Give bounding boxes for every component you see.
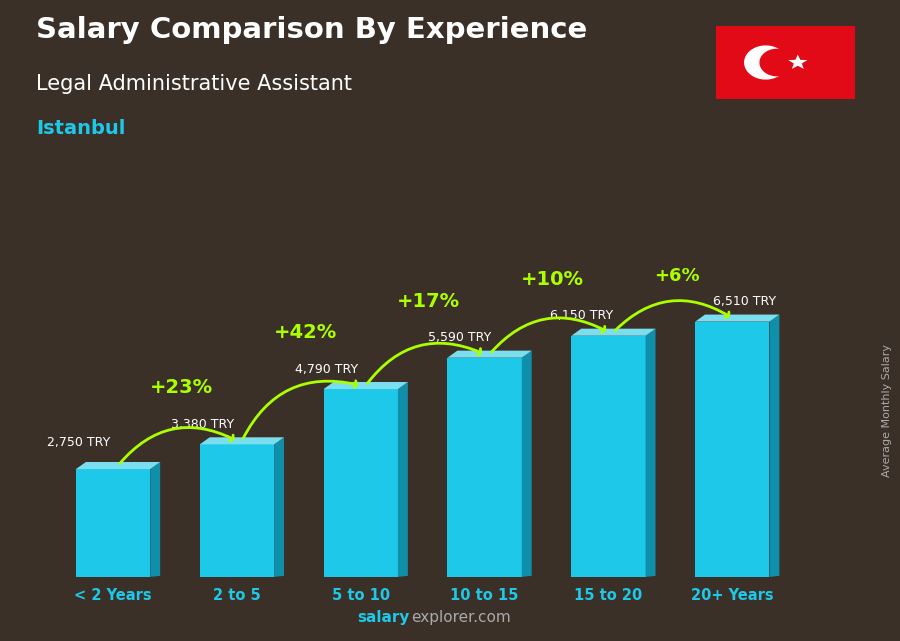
Polygon shape bbox=[695, 322, 770, 577]
Text: Salary Comparison By Experience: Salary Comparison By Experience bbox=[36, 16, 587, 44]
Polygon shape bbox=[447, 358, 522, 577]
Polygon shape bbox=[274, 437, 284, 577]
Polygon shape bbox=[76, 462, 160, 469]
Text: 6,150 TRY: 6,150 TRY bbox=[550, 310, 613, 322]
Polygon shape bbox=[200, 444, 274, 577]
Polygon shape bbox=[572, 329, 655, 336]
Polygon shape bbox=[200, 437, 284, 444]
Text: 5,590 TRY: 5,590 TRY bbox=[428, 331, 491, 344]
Text: 4,790 TRY: 4,790 TRY bbox=[294, 363, 357, 376]
Text: Legal Administrative Assistant: Legal Administrative Assistant bbox=[36, 74, 352, 94]
Polygon shape bbox=[150, 462, 160, 577]
Polygon shape bbox=[645, 329, 655, 577]
Polygon shape bbox=[572, 336, 645, 577]
Text: +42%: +42% bbox=[274, 323, 337, 342]
Polygon shape bbox=[788, 54, 807, 69]
Text: +6%: +6% bbox=[653, 267, 699, 285]
Text: +10%: +10% bbox=[521, 270, 584, 289]
Polygon shape bbox=[447, 351, 532, 358]
Text: Average Monthly Salary: Average Monthly Salary bbox=[881, 344, 892, 477]
Text: +23%: +23% bbox=[149, 378, 212, 397]
Text: +17%: +17% bbox=[397, 292, 461, 311]
Polygon shape bbox=[695, 315, 779, 322]
Polygon shape bbox=[398, 382, 408, 577]
Polygon shape bbox=[324, 382, 408, 389]
Polygon shape bbox=[522, 351, 532, 577]
Text: 6,510 TRY: 6,510 TRY bbox=[713, 296, 777, 308]
FancyBboxPatch shape bbox=[712, 23, 859, 102]
Text: explorer.com: explorer.com bbox=[411, 610, 511, 625]
Polygon shape bbox=[745, 46, 787, 79]
Polygon shape bbox=[324, 389, 398, 577]
Polygon shape bbox=[76, 469, 150, 577]
Text: 3,380 TRY: 3,380 TRY bbox=[171, 418, 234, 431]
Text: 2,750 TRY: 2,750 TRY bbox=[47, 436, 110, 449]
Polygon shape bbox=[770, 315, 779, 577]
Text: salary: salary bbox=[357, 610, 410, 625]
Polygon shape bbox=[760, 49, 794, 76]
Text: Istanbul: Istanbul bbox=[36, 119, 125, 138]
